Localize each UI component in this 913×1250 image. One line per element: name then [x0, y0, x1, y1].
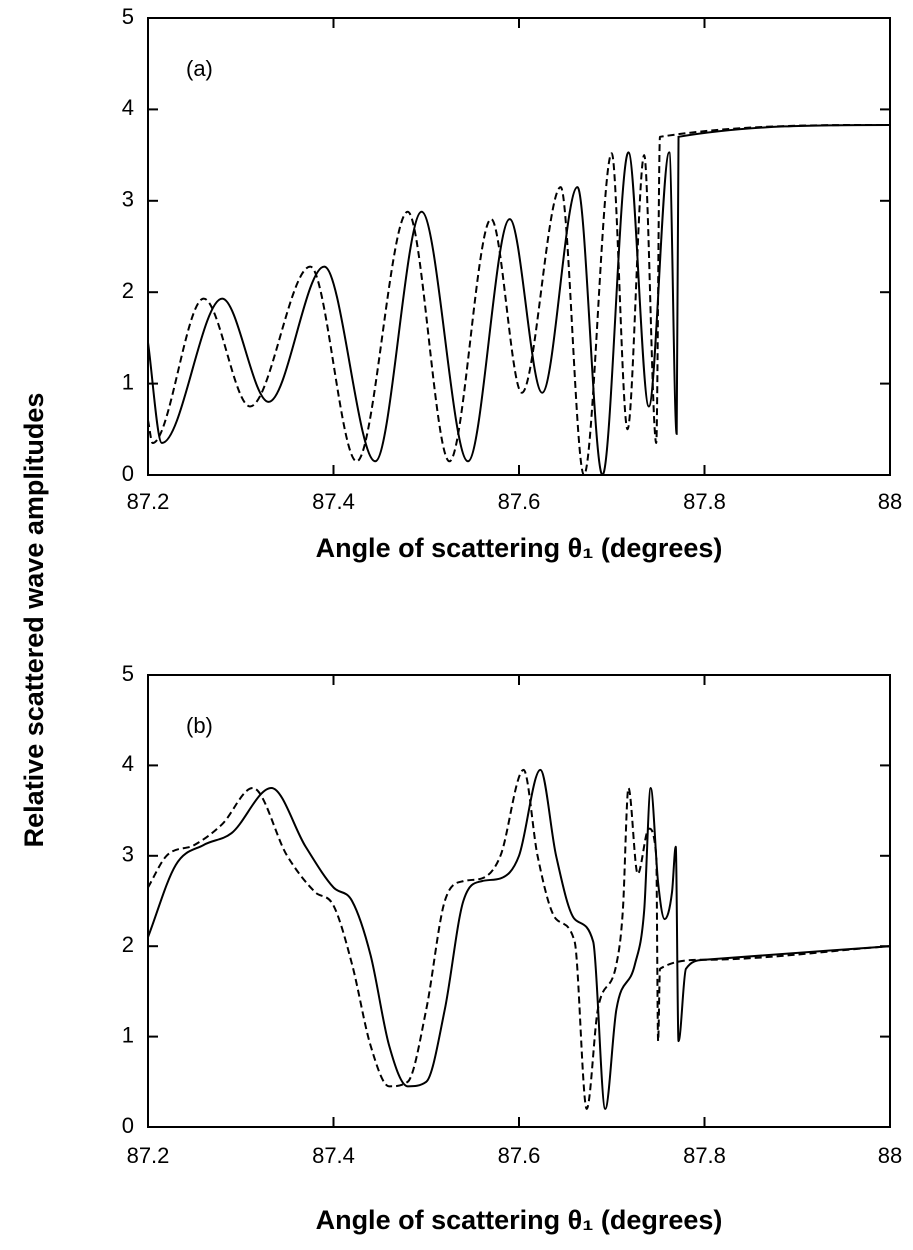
plot-frame [147, 17, 891, 476]
x-tick-label: 87.2 [127, 1143, 170, 1168]
plot-frame [147, 674, 891, 1128]
x-tick-label: 87.4 [312, 1143, 355, 1168]
y-tick-label: 5 [122, 661, 134, 686]
y-tick-label: 4 [122, 95, 134, 120]
y-tick-label: 4 [122, 751, 134, 776]
y-axis-label: Relative scattered wave amplitudes [19, 393, 49, 848]
y-tick-label: 1 [122, 1022, 134, 1047]
y-tick-label: 3 [122, 842, 134, 867]
y-tick-label: 5 [122, 4, 134, 29]
y-tick-label: 2 [122, 932, 134, 957]
y-tick-label: 2 [122, 278, 134, 303]
data-line [147, 768, 891, 1110]
y-tick-label: 0 [122, 461, 134, 486]
x-tick-label: 87.8 [683, 1143, 726, 1168]
x-axis-label: Angle of scattering θ₁ (degrees) [316, 1205, 723, 1235]
y-tick-label: 1 [122, 369, 134, 394]
x-tick-label: 87.6 [498, 1143, 541, 1168]
x-axis-label: Angle of scattering θ₁ (degrees) [316, 533, 723, 563]
x-tick-label: 88 [878, 1143, 902, 1168]
x-tick-label: 87.8 [683, 489, 726, 514]
panel-label: (a) [186, 56, 213, 81]
y-tick-label: 0 [122, 1113, 134, 1138]
data-line [147, 123, 891, 477]
data-line [147, 768, 891, 1110]
panel-label: (b) [186, 713, 213, 738]
y-tick-label: 3 [122, 187, 134, 212]
data-line [147, 123, 891, 477]
x-tick-label: 88 [878, 489, 902, 514]
x-tick-label: 87.4 [312, 489, 355, 514]
x-tick-label: 87.6 [498, 489, 541, 514]
x-tick-label: 87.2 [127, 489, 170, 514]
